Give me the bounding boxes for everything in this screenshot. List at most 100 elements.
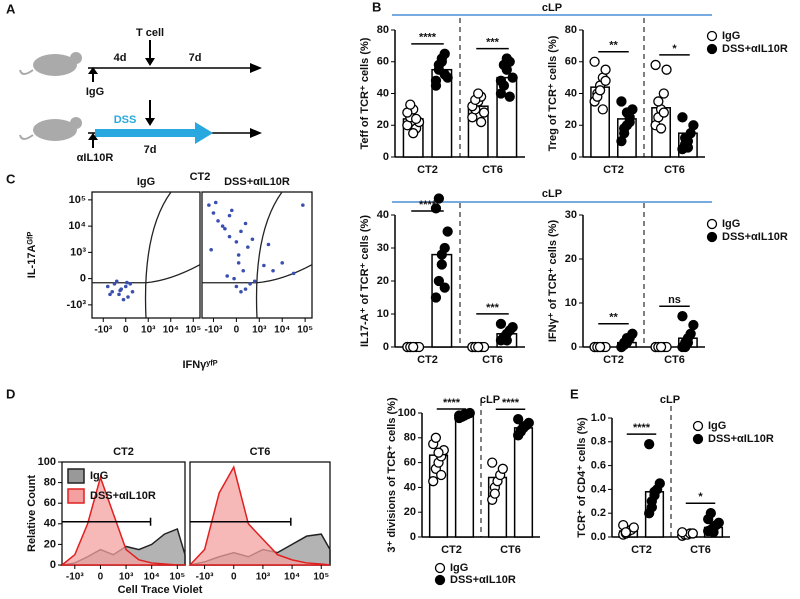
y-tick-label: 20 (565, 119, 577, 131)
x-axis-label: Cell Trace Violet (118, 584, 203, 596)
data-point (661, 64, 672, 75)
data-point (229, 208, 234, 213)
data-point (682, 337, 694, 348)
data-point (628, 522, 639, 533)
y-tick-label: 0.8 (591, 436, 606, 448)
data-point (513, 414, 524, 425)
data-point (262, 263, 266, 268)
y-axis-label: 3⁺ divisions of TCR⁺ cells (%) (386, 397, 398, 553)
significance-label: ns (668, 294, 681, 306)
data-point (616, 96, 627, 107)
data-point (677, 112, 688, 123)
x-tick-label: CT2 (417, 164, 438, 176)
data-point (495, 75, 507, 86)
data-point (114, 279, 119, 284)
x-tick-label: 0 (98, 572, 104, 583)
data-point (442, 226, 453, 237)
data-point (126, 295, 130, 299)
data-point (408, 341, 419, 353)
data-point (408, 128, 419, 139)
y-tick-label: 20 (565, 253, 577, 265)
data-point (594, 85, 606, 96)
x-tick-label: 10³ (119, 572, 134, 583)
x-tick-label: CT2 (441, 544, 462, 556)
histogram-area (188, 465, 331, 566)
arrow-head (145, 58, 155, 66)
y-axis-label: Treg of TCR⁺ cells (%) (547, 35, 559, 151)
x-tick-label: 10⁴ (284, 572, 300, 583)
significance-label: ** (609, 312, 618, 324)
legend-marker (706, 43, 718, 55)
y-tick-label: 10 (377, 308, 389, 320)
data-point (236, 253, 241, 257)
y-tick-label: 10⁵ (69, 194, 86, 206)
x-tick-label: 0 (231, 572, 237, 583)
data-point (620, 527, 632, 538)
data-point (207, 203, 211, 207)
x-axis-label: IFNγʸᶠᴾ (182, 359, 217, 371)
data-point (248, 282, 252, 286)
data-point (653, 96, 664, 107)
data-point (209, 247, 213, 252)
data-point (655, 123, 667, 134)
x-tick-label: -10³ (196, 572, 214, 583)
data-point (649, 486, 660, 497)
panel-label: B (372, 0, 381, 14)
legend-marker (434, 574, 446, 586)
data-point (518, 421, 529, 432)
data-point (227, 234, 232, 239)
mouse (33, 119, 77, 141)
legend-label: IgG (722, 30, 740, 42)
y-tick-label: 0.2 (591, 507, 606, 519)
x-tick-label: CT6 (500, 544, 521, 556)
data-point (439, 69, 450, 80)
y-axis-label: Teff of TCR⁺ cells (%) (359, 37, 371, 149)
x-tick-label: CT2 (603, 164, 624, 176)
y-tick-label: 0 (571, 151, 577, 163)
legend-swatch (67, 488, 85, 504)
legend-marker (706, 30, 718, 42)
legend-label: IgG (90, 470, 108, 482)
x-tick-label: 0 (123, 325, 129, 336)
y-axis-label: TCR⁺ of CD4⁺ cells (%) (576, 417, 588, 538)
data-point (600, 64, 611, 75)
gate (202, 264, 313, 284)
x-tick-label: -10³ (205, 325, 223, 336)
y-tick-label: 0.6 (591, 460, 606, 472)
data-point (125, 280, 129, 285)
data-point (507, 72, 518, 83)
legend-marker (692, 433, 704, 445)
legend-marker (434, 562, 446, 574)
x-tick-label: -10³ (94, 325, 112, 336)
data-point (301, 203, 305, 207)
data-point (594, 341, 606, 353)
data-point (241, 268, 246, 273)
data-point (121, 297, 126, 302)
data-point (473, 341, 484, 353)
data-point (708, 527, 719, 538)
data-point (621, 333, 633, 344)
label: 4d (114, 52, 127, 64)
y-tick-label: 20 (44, 538, 56, 550)
data-point (225, 274, 230, 278)
data-point (239, 289, 243, 294)
arrow-head (250, 128, 262, 138)
y-tick-label: 80 (565, 24, 577, 36)
x-tick-label: 10³ (252, 325, 267, 336)
data-point (117, 292, 121, 297)
data-point (644, 439, 655, 450)
data-point (487, 457, 498, 468)
label: DSS (114, 114, 137, 126)
x-tick-label: CT6 (482, 164, 503, 176)
data-point (504, 91, 515, 102)
data-point (223, 226, 227, 231)
significance-label: **** (419, 199, 437, 211)
data-point (410, 113, 422, 125)
plot-title: DSS+αIL10R (224, 176, 290, 188)
label: IgG (86, 86, 104, 98)
arrow-head (88, 67, 98, 74)
x-tick-label: 10⁴ (144, 572, 160, 583)
data-point (687, 528, 698, 539)
y-tick-label: 30 (565, 209, 577, 221)
data-point (271, 268, 275, 273)
